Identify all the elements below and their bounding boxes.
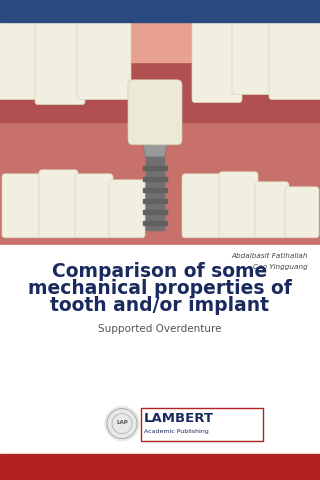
Bar xyxy=(0,454,320,480)
FancyBboxPatch shape xyxy=(128,80,182,145)
Bar xyxy=(143,210,167,214)
FancyBboxPatch shape xyxy=(77,19,131,100)
Bar xyxy=(143,221,167,225)
Circle shape xyxy=(105,407,139,441)
FancyBboxPatch shape xyxy=(219,172,258,238)
FancyBboxPatch shape xyxy=(255,182,289,238)
Bar xyxy=(0,22,320,62)
Bar xyxy=(146,155,164,230)
FancyBboxPatch shape xyxy=(182,174,223,238)
Bar xyxy=(141,408,263,441)
Text: Cao Yingguang: Cao Yingguang xyxy=(253,264,308,270)
FancyBboxPatch shape xyxy=(285,187,319,238)
Text: Academic Publishing: Academic Publishing xyxy=(144,429,209,434)
Text: Supported Overdenture: Supported Overdenture xyxy=(98,324,222,334)
Bar xyxy=(143,166,167,170)
Bar xyxy=(143,188,167,192)
Bar xyxy=(143,177,167,181)
Bar xyxy=(0,22,320,245)
Polygon shape xyxy=(142,137,168,157)
Bar xyxy=(0,22,320,122)
FancyBboxPatch shape xyxy=(2,174,42,238)
Bar xyxy=(143,199,167,203)
FancyBboxPatch shape xyxy=(75,174,113,238)
FancyBboxPatch shape xyxy=(269,19,320,100)
Text: Comparison of some: Comparison of some xyxy=(52,262,268,281)
Text: LAMBERT: LAMBERT xyxy=(144,412,214,425)
Text: mechanical properties of: mechanical properties of xyxy=(28,279,292,298)
FancyBboxPatch shape xyxy=(0,19,43,100)
Bar xyxy=(0,0,320,22)
Text: Abdalbasit Fatihallah: Abdalbasit Fatihallah xyxy=(231,253,308,259)
FancyBboxPatch shape xyxy=(39,170,78,238)
Text: tooth and/or implant: tooth and/or implant xyxy=(51,296,269,315)
Bar xyxy=(0,245,320,454)
FancyBboxPatch shape xyxy=(192,19,242,103)
Text: LAP: LAP xyxy=(116,420,128,425)
FancyBboxPatch shape xyxy=(109,180,145,238)
FancyBboxPatch shape xyxy=(35,19,85,105)
FancyBboxPatch shape xyxy=(232,19,276,95)
